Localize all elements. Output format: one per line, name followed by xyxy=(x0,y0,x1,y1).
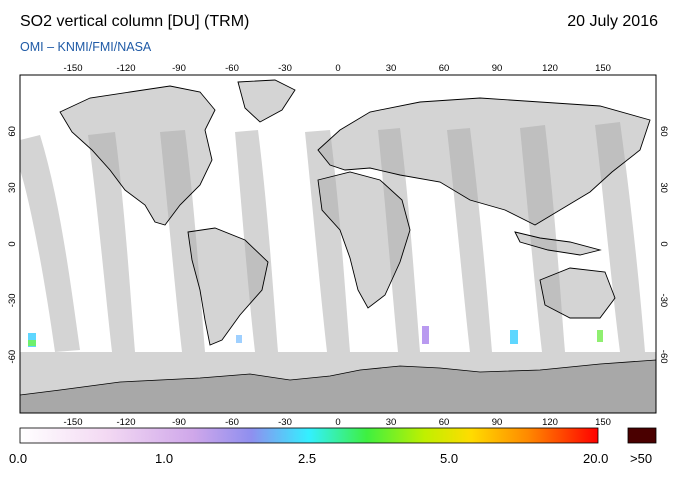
latitude-ticks-left: 60 30 0 -30 -60 xyxy=(7,126,18,363)
lon-tick-label: -90 xyxy=(172,417,186,428)
lon-tick-label: 0 xyxy=(335,417,340,428)
colorbar-label: 0.0 xyxy=(9,451,28,466)
so2-detections xyxy=(28,326,603,347)
land-outlines xyxy=(59,79,651,346)
map-frame xyxy=(19,74,657,414)
lon-tick-label: 120 xyxy=(542,63,558,74)
lon-tick-label: -90 xyxy=(172,63,186,74)
colorbar-label: 5.0 xyxy=(440,451,459,466)
latitude-ticks-right: 60 30 0 -30 -60 xyxy=(658,126,669,363)
lon-tick-label: 0 xyxy=(335,63,340,74)
lon-tick-label: 120 xyxy=(542,417,558,428)
lat-tick-label: -60 xyxy=(7,350,18,364)
lon-tick-label: -30 xyxy=(278,63,292,74)
map-date: 20 July 2016 xyxy=(567,13,658,30)
lon-tick-label: 60 xyxy=(439,63,450,74)
swath-gap xyxy=(305,130,350,352)
longitude-ticks-bottom: -150 -120 -90 -60 -30 0 30 60 90 120 150 xyxy=(63,417,610,428)
colorbar-overflow-swatch xyxy=(627,427,657,444)
lat-tick-label: -60 xyxy=(658,350,669,364)
colorbar-label: 1.0 xyxy=(155,451,174,466)
lon-tick-label: 30 xyxy=(386,63,397,74)
south-america xyxy=(187,227,269,346)
swath-gap xyxy=(88,132,135,352)
lon-tick-label: -120 xyxy=(116,417,135,428)
lat-tick-label: 60 xyxy=(7,126,18,137)
data-source-credit: OMI – KNMI/FMI/NASA xyxy=(20,40,152,54)
lon-tick-label: 90 xyxy=(492,63,503,74)
europe-asia xyxy=(317,97,651,226)
lon-tick-label: 150 xyxy=(595,63,611,74)
lat-tick-label: 60 xyxy=(658,126,669,137)
colorbar-overflow-label: >50 xyxy=(630,451,653,466)
lon-tick-label: -120 xyxy=(116,63,135,74)
lon-tick-label: -60 xyxy=(225,417,239,428)
swath-gap xyxy=(20,135,80,352)
lat-tick-label: -30 xyxy=(7,293,18,307)
lat-tick-label: 0 xyxy=(7,241,18,246)
satellite-swaths xyxy=(20,79,656,413)
lon-tick-label: -60 xyxy=(225,63,239,74)
africa xyxy=(317,171,411,309)
lon-tick-label: -150 xyxy=(63,63,82,74)
lon-tick-label: 30 xyxy=(386,417,397,428)
colorbar-label: 2.5 xyxy=(298,451,317,466)
swath-gap xyxy=(595,122,645,352)
lon-tick-label: 90 xyxy=(492,417,503,428)
australia xyxy=(539,267,616,319)
antarctica xyxy=(20,359,656,413)
indonesia xyxy=(514,231,602,256)
lon-tick-label: -150 xyxy=(63,417,82,428)
lon-tick-label: -30 xyxy=(278,417,292,428)
swath-gap xyxy=(235,130,278,352)
greenland xyxy=(237,79,296,123)
colorbar-scale xyxy=(19,427,599,444)
lon-tick-label: 150 xyxy=(595,417,611,428)
lat-tick-label: 0 xyxy=(658,241,669,246)
north-america xyxy=(59,85,216,226)
colorbar-label: 20.0 xyxy=(583,451,609,466)
lat-tick-label: 30 xyxy=(658,182,669,193)
longitude-ticks-top: -150 -120 -90 -60 -30 0 30 60 90 120 150 xyxy=(63,63,610,74)
lat-tick-label: 30 xyxy=(7,182,18,193)
lat-tick-label: -30 xyxy=(658,293,669,307)
map-title: SO2 vertical column [DU] (TRM) xyxy=(20,13,250,30)
lon-tick-label: 60 xyxy=(439,417,450,428)
